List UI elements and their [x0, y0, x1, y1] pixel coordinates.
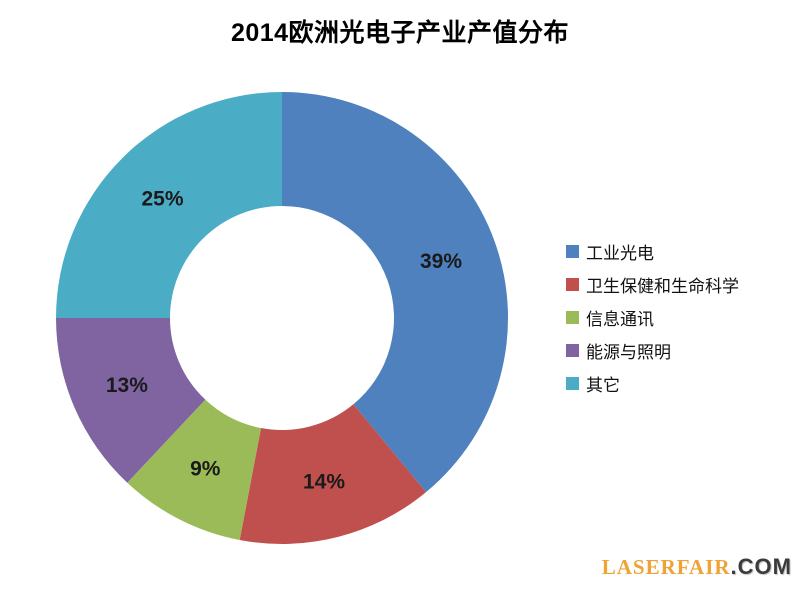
- legend: 工业光电 卫生保健和生命科学 信息通讯 能源与照明 其它: [566, 235, 739, 400]
- slice-value-label-0: 39%: [420, 250, 462, 273]
- legend-item-healthcare-life-science: 卫生保健和生命科学: [566, 268, 739, 301]
- chart-title: 2014欧洲光电子产业产值分布: [230, 19, 570, 47]
- donut-slice-1: [239, 404, 427, 545]
- legend-label: 信息通讯: [586, 310, 654, 329]
- slice-value-label-2: 9%: [190, 458, 221, 481]
- watermark-brand: LASERFAIR: [601, 555, 731, 579]
- legend-label: 卫生保健和生命科学: [586, 277, 739, 296]
- legend-label: 能源与照明: [586, 343, 671, 362]
- donut-slice-3: [55, 318, 206, 483]
- slice-value-label-3: 13%: [106, 374, 148, 397]
- legend-swatch-industrial-photonics: [566, 245, 579, 258]
- watermark-suffix: .COM: [730, 554, 792, 579]
- slice-value-label-1: 14%: [303, 471, 345, 494]
- legend-swatch-healthcare-life-science: [566, 278, 579, 291]
- legend-item-other: 其它: [566, 367, 739, 400]
- donut-slice-2: [127, 399, 262, 540]
- donut-slice-4: [56, 92, 282, 318]
- legend-label: 其它: [586, 376, 620, 395]
- legend-item-information-communication: 信息通讯: [566, 301, 739, 334]
- legend-label: 工业光电: [586, 244, 654, 263]
- legend-item-industrial-photonics: 工业光电: [566, 235, 739, 268]
- legend-swatch-information-communication: [566, 311, 579, 324]
- watermark: LASERFAIR.COM: [602, 554, 792, 580]
- legend-item-energy-lighting: 能源与照明: [566, 334, 739, 367]
- legend-swatch-other: [566, 377, 579, 390]
- slice-value-label-4: 25%: [141, 188, 183, 211]
- legend-swatch-energy-lighting: [566, 344, 579, 357]
- donut-slice-0: [282, 92, 509, 493]
